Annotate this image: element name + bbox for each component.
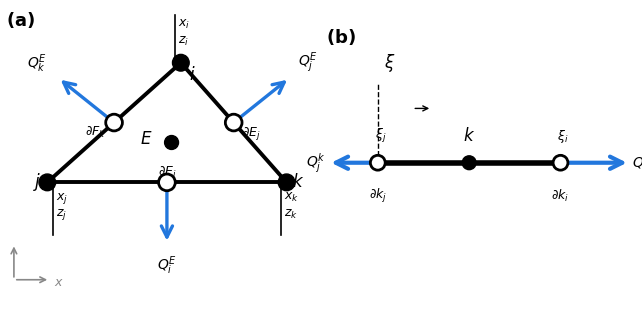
Text: $Q_j^E$: $Q_j^E$ (298, 51, 318, 75)
Text: $k$: $k$ (292, 173, 304, 191)
Circle shape (106, 114, 123, 131)
Circle shape (225, 114, 242, 131)
Circle shape (553, 155, 568, 170)
Text: $x_k$: $x_k$ (284, 191, 299, 204)
Text: $\partial E_j$: $\partial E_j$ (242, 125, 261, 142)
Text: $Q_i^E$: $Q_i^E$ (157, 255, 177, 277)
Text: $Q_j^k$: $Q_j^k$ (306, 151, 326, 175)
Circle shape (462, 156, 476, 170)
Text: $\partial k_j$: $\partial k_j$ (369, 187, 387, 205)
Text: $x$: $x$ (54, 276, 64, 289)
Text: $x_j$: $x_j$ (56, 191, 68, 206)
Text: $\xi$: $\xi$ (385, 52, 396, 74)
Text: $j$: $j$ (33, 172, 42, 193)
Text: $i$: $i$ (189, 66, 196, 84)
Text: $\partial E_i$: $\partial E_i$ (157, 164, 177, 180)
Circle shape (164, 136, 178, 150)
Text: $\xi_i$: $\xi_i$ (557, 129, 569, 145)
Text: $\bf{(b)}$: $\bf{(b)}$ (326, 27, 356, 47)
Text: $\partial F_k$: $\partial F_k$ (85, 125, 106, 141)
Text: $k$: $k$ (463, 128, 475, 145)
Circle shape (173, 54, 189, 71)
Text: $x_i$: $x_i$ (178, 18, 190, 31)
Text: $E$: $E$ (139, 131, 152, 148)
Text: $\xi_j$: $\xi_j$ (374, 128, 386, 145)
Circle shape (159, 174, 175, 191)
Text: $z_k$: $z_k$ (284, 207, 298, 221)
Text: $Q_i^k$: $Q_i^k$ (632, 152, 642, 174)
Text: $\bf{(a)}$: $\bf{(a)}$ (6, 10, 35, 30)
Text: $\partial k_i$: $\partial k_i$ (551, 187, 569, 203)
Text: $z_j$: $z_j$ (56, 207, 67, 223)
Circle shape (278, 174, 295, 191)
Text: $z_i$: $z_i$ (178, 35, 189, 48)
Circle shape (39, 174, 56, 191)
Circle shape (370, 155, 385, 170)
Text: $Q_k^E$: $Q_k^E$ (28, 53, 48, 75)
